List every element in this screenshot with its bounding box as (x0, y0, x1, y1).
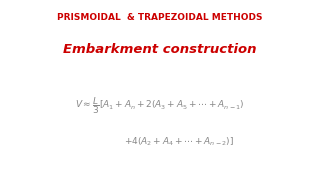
Text: $+ 4(A_2 + A_4 + \cdots + A_{n-2})]$: $+ 4(A_2 + A_4 + \cdots + A_{n-2})]$ (124, 135, 234, 147)
Text: Embarkment construction: Embarkment construction (63, 43, 257, 56)
Text: $V \approx \dfrac{L}{3}[A_1 + A_n + 2(A_3 + A_5 + \cdots + A_{n-1})$: $V \approx \dfrac{L}{3}[A_1 + A_n + 2(A_… (75, 95, 245, 116)
Text: PRISMOIDAL  & TRAPEZOIDAL METHODS: PRISMOIDAL & TRAPEZOIDAL METHODS (57, 13, 263, 22)
